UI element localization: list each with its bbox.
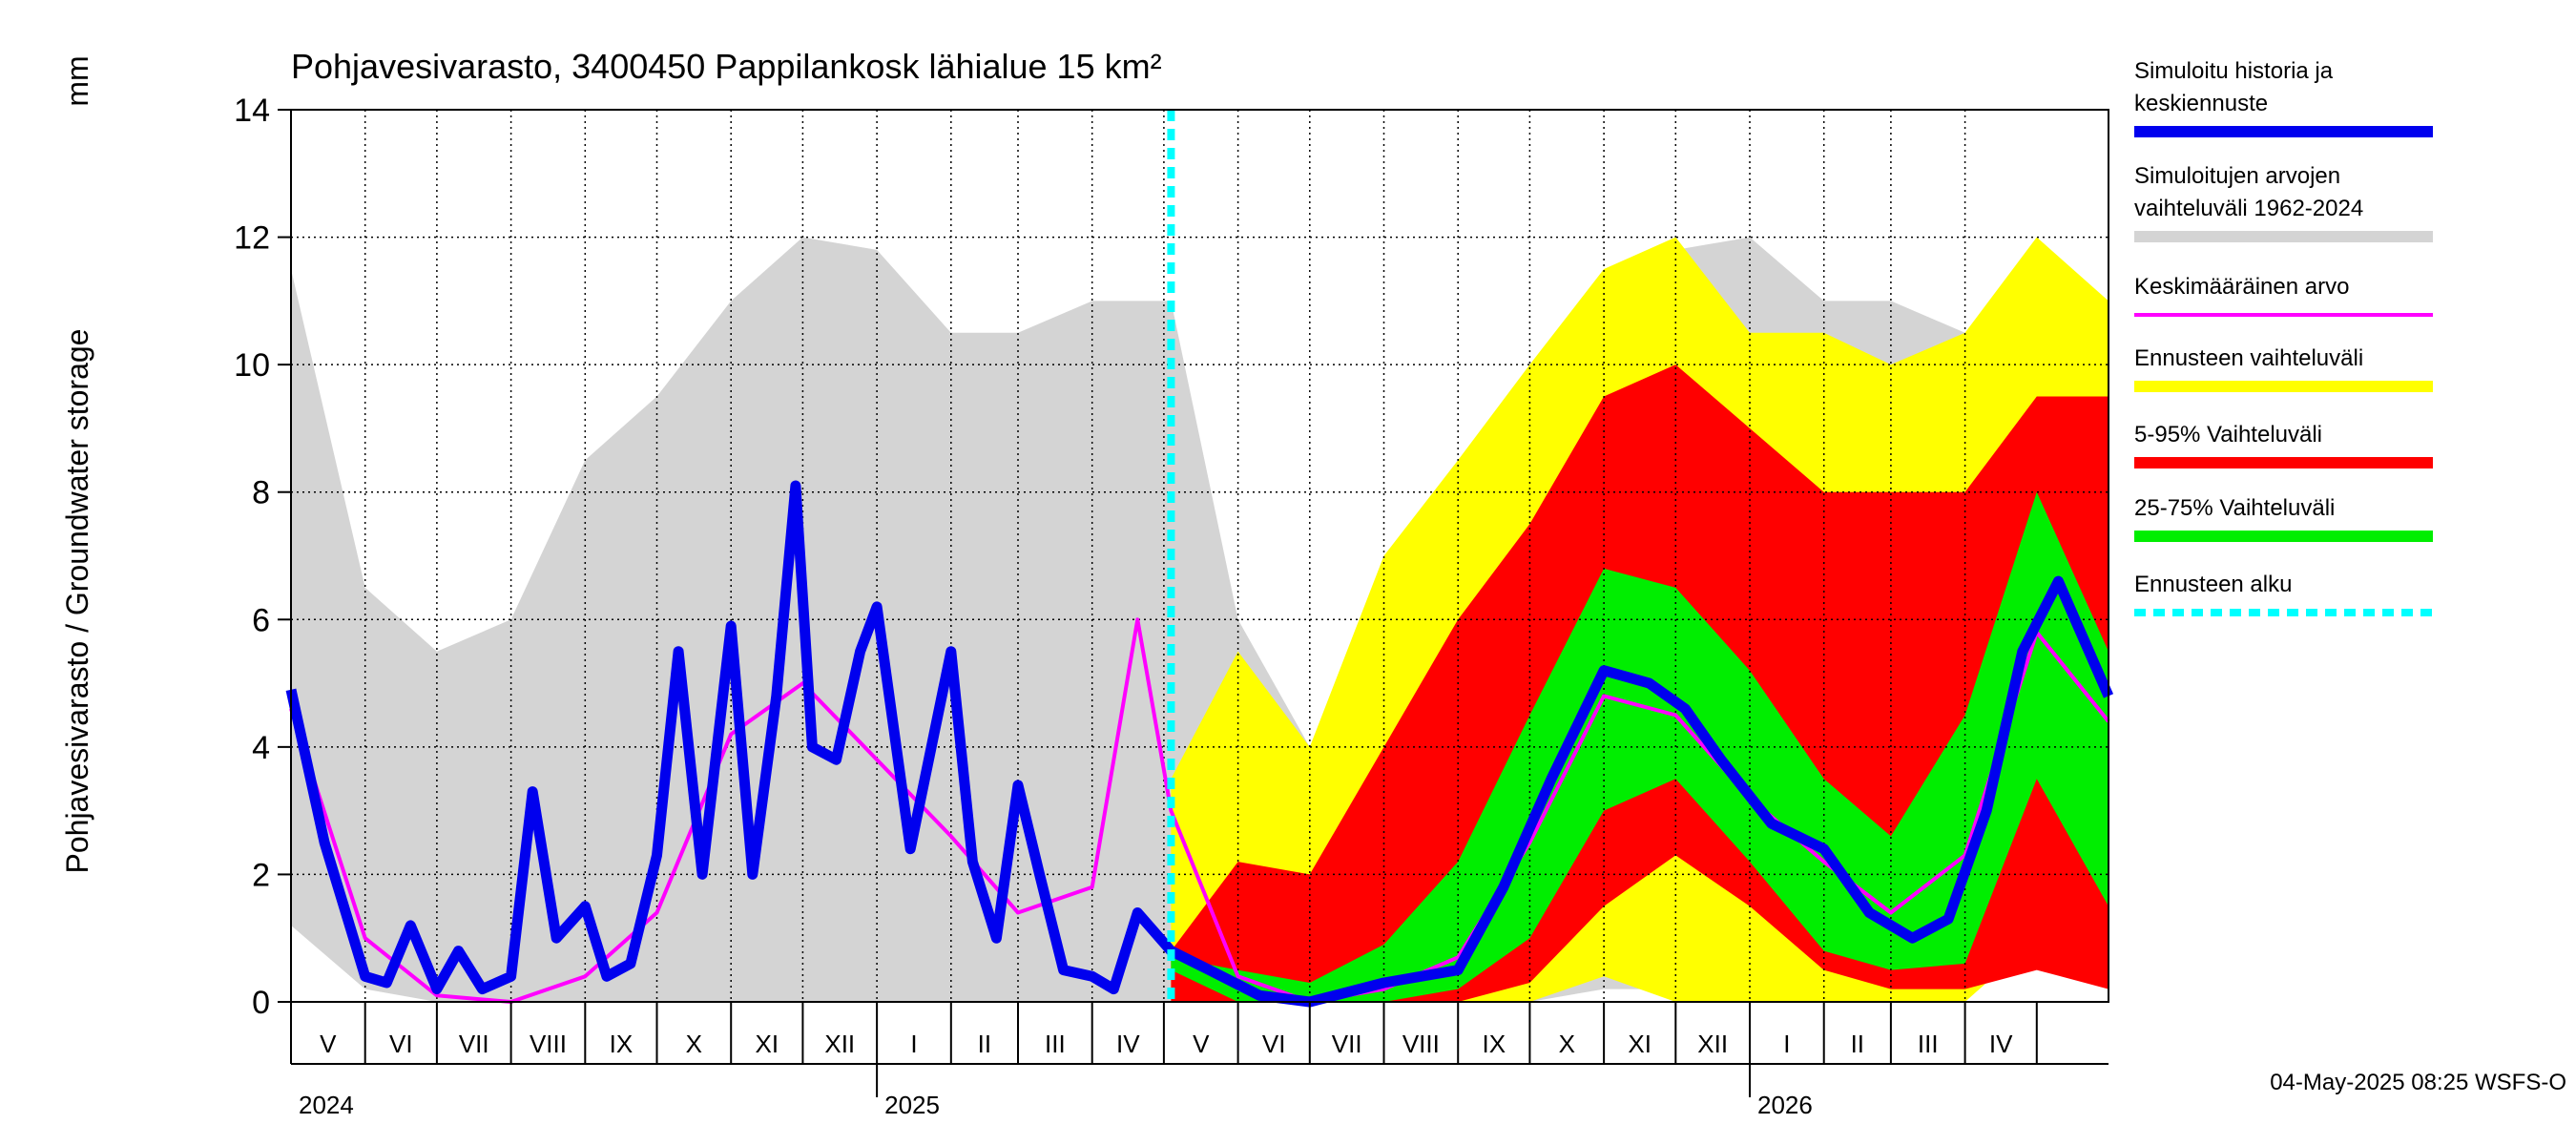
x-month-label: VIII	[1402, 1030, 1440, 1058]
legend-label-forecast_start: Ennusteen alku	[2134, 572, 2292, 597]
y-tick-label: 0	[252, 985, 270, 1021]
x-month-label: II	[978, 1030, 991, 1058]
x-month-label: V	[320, 1030, 337, 1058]
legend-label-forecast_range: Ennusteen vaihteluväli	[2134, 345, 2363, 371]
x-month-label: XII	[824, 1030, 855, 1058]
y-tick-label: 12	[234, 220, 270, 257]
y-tick-label: 4	[252, 730, 270, 766]
x-month-label: V	[1193, 1030, 1210, 1058]
x-month-label: IV	[1989, 1030, 2013, 1058]
y-ticks: 0 2 4 6 8 10 12 14	[234, 93, 291, 1021]
y-axis-unit: mm	[60, 55, 94, 106]
x-month-label: VIII	[530, 1030, 567, 1058]
x-year-label: 2024	[299, 1091, 354, 1119]
legend-label-p5_95: 5-95% Vaihteluväli	[2134, 422, 2322, 448]
x-month-label: IX	[610, 1030, 634, 1058]
y-tick-label: 8	[252, 475, 270, 511]
y-tick-label: 14	[234, 93, 270, 129]
plot-frame	[290, 109, 2109, 1003]
legend-label-mean: Keskimääräinen arvo	[2134, 274, 2349, 300]
chart-areas	[291, 237, 2109, 1003]
x-axis: V VI VII VIII IX X XI XII I II III IV V VI VII VIII IX X X…	[290, 1002, 2109, 1119]
plot-border	[290, 109, 2109, 1003]
x-month-label: IV	[1116, 1030, 1140, 1058]
legend-label-range: vaihteluväli 1962-2024	[2134, 196, 2363, 221]
x-month-label: III	[1045, 1030, 1066, 1058]
x-month-label: VII	[459, 1030, 489, 1058]
chart-lines	[285, 110, 2114, 1008]
legend-label-history: Simuloitu historia ja	[2134, 58, 2334, 84]
x-month-label: VI	[1262, 1030, 1286, 1058]
series-history-line	[285, 480, 2114, 1008]
x-month-label: VI	[389, 1030, 413, 1058]
y-tick-label: 6	[252, 602, 270, 638]
x-month-label: X	[686, 1030, 702, 1058]
x-month-label: IX	[1483, 1030, 1506, 1058]
x-year-label: 2026	[1757, 1091, 1813, 1119]
legend-label-p25_75: 25-75% Vaihteluväli	[2134, 495, 2335, 521]
x-month-label: I	[910, 1030, 917, 1058]
x-year-label: 2025	[884, 1091, 940, 1119]
x-month-label: XI	[756, 1030, 779, 1058]
y-tick-label: 10	[234, 347, 270, 384]
y-axis-label: Pohjavesivarasto / Groundwater storage	[60, 329, 94, 874]
x-month-label: VII	[1332, 1030, 1362, 1058]
x-month-label: II	[1851, 1030, 1864, 1058]
x-month-label: III	[1918, 1030, 1939, 1058]
x-month-label: XI	[1628, 1030, 1652, 1058]
y-tick-label: 2	[252, 857, 270, 893]
x-month-label: XII	[1697, 1030, 1728, 1058]
x-month-label: I	[1783, 1030, 1790, 1058]
x-month-label: X	[1559, 1030, 1575, 1058]
footer-timestamp: 04-May-2025 08:25 WSFS-O	[2270, 1070, 2566, 1095]
chart-title: Pohjavesivarasto, 3400450 Pappilankosk l…	[291, 47, 1162, 86]
legend: Simuloitu historia ja keskiennuste Simuloi…	[2134, 58, 2433, 616]
legend-label-range: Simuloitujen arvojen	[2134, 163, 2340, 189]
band-p25_75	[1171, 491, 2109, 1002]
legend-label-history: keskiennuste	[2134, 91, 2268, 116]
